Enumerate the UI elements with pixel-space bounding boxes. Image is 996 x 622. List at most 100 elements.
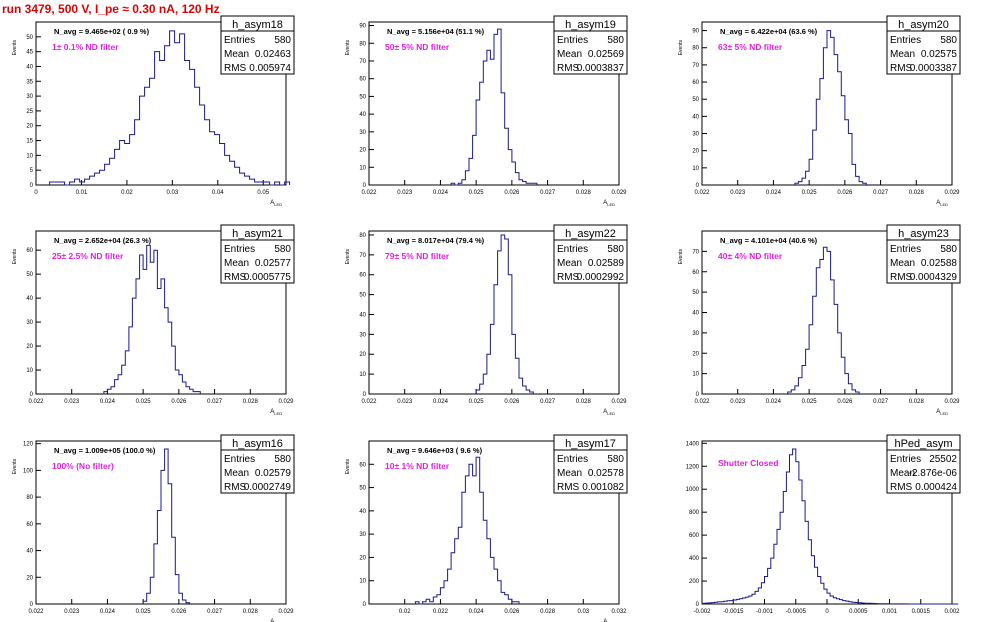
y-tick-label: 25 (26, 109, 33, 115)
histogram-line (794, 30, 867, 185)
stats-frame (553, 224, 628, 284)
filter-note: 50± 5% ND filter (385, 42, 450, 52)
x-tick-label: 0.026 (171, 399, 187, 405)
y-tick-label: 0 (363, 392, 367, 398)
y-tick-label: 0 (363, 602, 367, 608)
y-tick-label: 50 (26, 272, 33, 278)
histogram-line (787, 246, 860, 394)
x-tick-label: 0.03 (577, 609, 589, 615)
stat-label: Mean (224, 49, 249, 60)
histogram-name: h_asym20 (898, 19, 949, 31)
stat-label: Mean (557, 258, 582, 269)
x-tick-label: 0.024 (433, 399, 449, 405)
y-tick-label: 20 (692, 351, 699, 357)
stat-label: Mean (890, 49, 915, 60)
filter-note: 100% (No filter) (52, 461, 114, 471)
stat-value: 25502 (929, 454, 957, 465)
stat-value: 0.02578 (588, 468, 625, 479)
stat-label: RMS (557, 272, 580, 283)
x-tick-label: 0 (34, 190, 38, 196)
y-tick-label: 60 (692, 270, 699, 276)
stat-label: RMS (224, 482, 247, 493)
x-tick-label: 0.02 (399, 609, 411, 615)
x-tick-label: 0.05 (257, 190, 269, 196)
stat-label: Entries (224, 454, 255, 465)
x-tick-label: 0.023 (730, 190, 746, 196)
histogram-line (103, 244, 201, 394)
y-tick-label: 40 (359, 509, 366, 515)
y-tick-label: 1400 (686, 441, 700, 447)
filter-note: 63± 5% ND filter (718, 42, 783, 52)
y-axis-label: Events (12, 249, 18, 265)
histogram-name: h_asym16 (232, 438, 283, 450)
y-tick-label: 90 (692, 29, 699, 35)
y-tick-label: 0 (30, 602, 34, 608)
filter-note: 10± 1% ND filter (385, 461, 450, 471)
n-avg-label: N_avg = 4.101e+04 (40.6 %) (720, 236, 818, 245)
histogram-name: h_asym17 (565, 438, 616, 450)
stat-label: Entries (557, 244, 588, 255)
histogram-panel: 0.022 0.023 0.024 0.025 0.026 0.027 0.028 0.029… (345, 224, 628, 416)
x-tick-label: 0.028 (576, 399, 592, 405)
stat-value: 0.0002749 (244, 482, 292, 493)
x-tick-label: 0.025 (136, 399, 152, 405)
x-tick-label: 0.022 (433, 609, 449, 615)
stat-label: Entries (557, 454, 588, 465)
x-tick-label: 0.01 (76, 190, 88, 196)
stats-frame (220, 434, 295, 494)
x-tick-label: -0.001 (756, 609, 774, 615)
y-tick-label: 15 (26, 139, 33, 145)
x-axis-label: ALED (603, 200, 615, 207)
stat-label: Mean (557, 49, 582, 60)
stat-value: 580 (940, 244, 957, 255)
stat-value: 580 (607, 244, 624, 255)
histogram-line (475, 234, 534, 394)
x-tick-label: -0.002 (693, 609, 711, 615)
x-axis-label: ALED (936, 200, 948, 207)
stats-box: h_asym20 Entries 580 Mean 0.02575 RMS0.000338… (886, 15, 961, 75)
stat-value: 580 (607, 35, 624, 46)
x-tick-label: 0.026 (837, 399, 853, 405)
y-tick-label: 30 (359, 130, 366, 136)
x-tick-label: 0.022 (28, 399, 44, 405)
plot-frame (35, 440, 287, 605)
stat-value: 0.001082 (582, 482, 624, 493)
y-tick-label: 80 (359, 41, 366, 47)
histogram-panel: 0.022 0.023 0.024 0.025 0.026 0.027 0.028 0.029… (12, 224, 295, 416)
y-axis-label: Events (345, 459, 351, 475)
y-tick-label: 40 (359, 112, 366, 118)
y-axis-label: Events (12, 40, 18, 56)
y-tick-label: 0 (696, 602, 700, 608)
n-avg-label: N_avg = 5.156e+04 (51.1 %) (387, 27, 485, 36)
stat-label: Entries (224, 35, 255, 46)
y-tick-label: 10 (359, 165, 366, 171)
histogram-name: h_asym21 (232, 228, 283, 240)
plot-frame (35, 21, 287, 186)
histogram-panel: 0.022 0.023 0.024 0.025 0.026 0.027 0.028 0.029… (345, 15, 628, 207)
y-tick-label: 80 (359, 233, 366, 239)
x-tick-label: 0.029 (611, 190, 627, 196)
y-tick-label: 20 (359, 148, 366, 154)
histogram-panel: 0.022 0.023 0.024 0.025 0.026 0.027 0.028 0.029… (678, 224, 961, 416)
stat-value: 0.0003387 (910, 63, 958, 74)
stats-frame (553, 434, 628, 494)
filter-note: 1± 0.1% ND filter (52, 42, 119, 52)
stat-value: 0.02575 (921, 49, 958, 60)
x-tick-label: 0.022 (361, 399, 377, 405)
x-tick-label: 0.022 (28, 609, 44, 615)
stats-box: h_asym22 Entries 580 Mean 0.02589 RMS0.000299… (553, 224, 628, 284)
x-tick-label: 0.025 (802, 399, 818, 405)
stats-box: h_asym23 Entries 580 Mean 0.02588 RMS0.000432… (886, 224, 961, 284)
y-tick-label: 60 (359, 462, 366, 468)
y-tick-label: 30 (692, 132, 699, 138)
stat-label: Entries (890, 244, 921, 255)
y-tick-label: 60 (26, 248, 33, 254)
x-tick-label: 0.04 (212, 190, 224, 196)
y-tick-label: 50 (692, 290, 699, 296)
histogram-name: hPed_asym (894, 438, 952, 450)
stat-label: RMS (890, 482, 913, 493)
stat-label: RMS (890, 63, 913, 74)
x-tick-label: 0 (825, 609, 829, 615)
x-tick-label: 0.027 (873, 190, 889, 196)
y-tick-label: 70 (692, 249, 699, 255)
